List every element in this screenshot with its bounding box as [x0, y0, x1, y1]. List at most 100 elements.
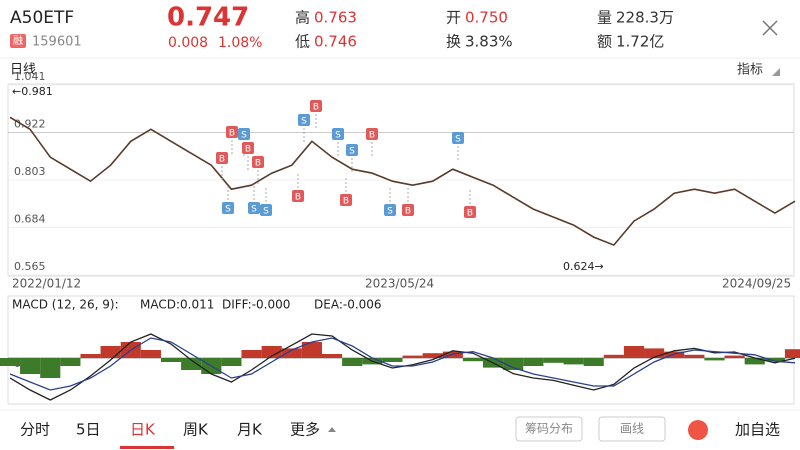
y-tick-label: 0.565	[14, 260, 46, 273]
macd-title: MACD (12, 26, 9):	[12, 298, 119, 312]
macd-bar	[261, 346, 282, 358]
macd-bar	[664, 351, 685, 358]
indicator-icon	[772, 68, 780, 76]
low-label: 低	[295, 33, 310, 51]
macd-bar	[181, 358, 202, 370]
macd-bar	[402, 355, 423, 358]
macd-bar	[342, 358, 363, 366]
marker-label: S	[387, 207, 393, 217]
close-button[interactable]	[762, 20, 778, 36]
high-label: 高	[295, 9, 310, 27]
macd-bar	[563, 358, 584, 365]
marker-label: S	[241, 131, 247, 141]
marker-box	[238, 128, 250, 140]
open-label: 开	[446, 9, 461, 27]
indicator[interactable]: 指标	[737, 63, 763, 78]
marker-box	[452, 132, 464, 144]
marker-label: S	[263, 207, 269, 217]
macd-bar	[422, 353, 443, 358]
marker-box	[226, 126, 238, 138]
macd-bar	[623, 346, 645, 358]
macd-bar	[140, 350, 161, 358]
marker-box	[248, 202, 260, 214]
y-tick-label: 0.803	[14, 165, 46, 178]
more-icon	[328, 427, 336, 432]
min-label: 0.624→	[563, 260, 604, 273]
tab[interactable]: 周K	[183, 421, 209, 439]
price-line	[9, 116, 796, 247]
record-button[interactable]	[688, 420, 708, 440]
macd-bar	[60, 358, 81, 366]
macd-bar	[543, 358, 564, 363]
macd-value: MACD:0.011	[140, 298, 214, 312]
marker-box	[298, 114, 310, 126]
tab[interactable]: 5日	[76, 421, 101, 439]
amount: 1.72亿	[616, 33, 664, 51]
macd-bar	[724, 355, 745, 358]
diff-value: DIFF:-0.000	[222, 298, 290, 312]
y-tick-label: 1.041	[14, 70, 46, 83]
macd-bar	[644, 348, 665, 358]
high: 0.763	[314, 9, 357, 27]
date-label: 2023/05/24	[365, 277, 434, 291]
marker-box	[216, 152, 228, 164]
tab[interactable]: 更多	[290, 421, 320, 439]
tab[interactable]: 日K	[130, 421, 156, 439]
macd-bar	[281, 348, 302, 358]
change-pct: 1.08%	[218, 35, 262, 51]
draw-button[interactable]	[598, 416, 666, 442]
marker-label: S	[335, 131, 341, 141]
marker-box	[332, 128, 344, 140]
marker-label: B	[405, 207, 411, 217]
tab[interactable]: 分时	[20, 421, 50, 439]
chips-label: 筹码分布	[525, 422, 573, 436]
turnover: 3.83%	[465, 33, 513, 51]
macd-bar	[704, 358, 725, 361]
macd-bar	[784, 349, 800, 358]
stock-code: 159601	[32, 35, 82, 50]
macd-bar	[80, 354, 101, 358]
dea-value: DEA:-0.006	[314, 298, 382, 312]
marker-label: B	[295, 193, 301, 203]
marker-box	[346, 144, 358, 156]
chips-button[interactable]	[515, 416, 583, 442]
volume: 228.3万	[616, 9, 674, 27]
marker-box	[222, 202, 234, 214]
marker-label: B	[369, 131, 375, 141]
macd-bar	[241, 350, 262, 358]
open: 0.750	[465, 9, 508, 27]
amount-label: 额	[597, 33, 612, 51]
low: 0.746	[314, 33, 357, 51]
macd-bar	[382, 358, 403, 362]
tab[interactable]: 月K	[237, 421, 263, 439]
tab-underline	[120, 446, 174, 449]
marker-box	[464, 206, 476, 218]
macd-bar	[764, 358, 785, 362]
y-tick-label: 0.922	[14, 118, 46, 131]
draw-label: 画线	[620, 422, 644, 436]
marker-label: S	[251, 205, 257, 215]
marker-label: B	[245, 145, 251, 155]
y-tick-label: 0.684	[14, 213, 46, 226]
period: 日线	[10, 63, 36, 78]
marker-label: B	[467, 209, 473, 219]
marker-box	[366, 128, 378, 140]
macd-bar	[684, 354, 705, 358]
marker-box	[310, 100, 322, 112]
macd-bar	[503, 358, 524, 370]
watch-button[interactable]: 加自选	[735, 421, 780, 439]
marker-label: S	[455, 135, 461, 145]
marker-box	[242, 142, 254, 154]
marker-label: S	[225, 205, 231, 215]
marker-label: S	[301, 117, 307, 127]
macd-bar	[321, 354, 343, 358]
turnover-label: 换	[446, 33, 461, 51]
macd-bar	[301, 342, 322, 358]
macd-bar	[462, 358, 484, 362]
macd-bar	[20, 358, 41, 374]
macd-bar	[100, 346, 121, 358]
macd-bar	[744, 358, 765, 365]
badge-bg	[10, 34, 26, 48]
